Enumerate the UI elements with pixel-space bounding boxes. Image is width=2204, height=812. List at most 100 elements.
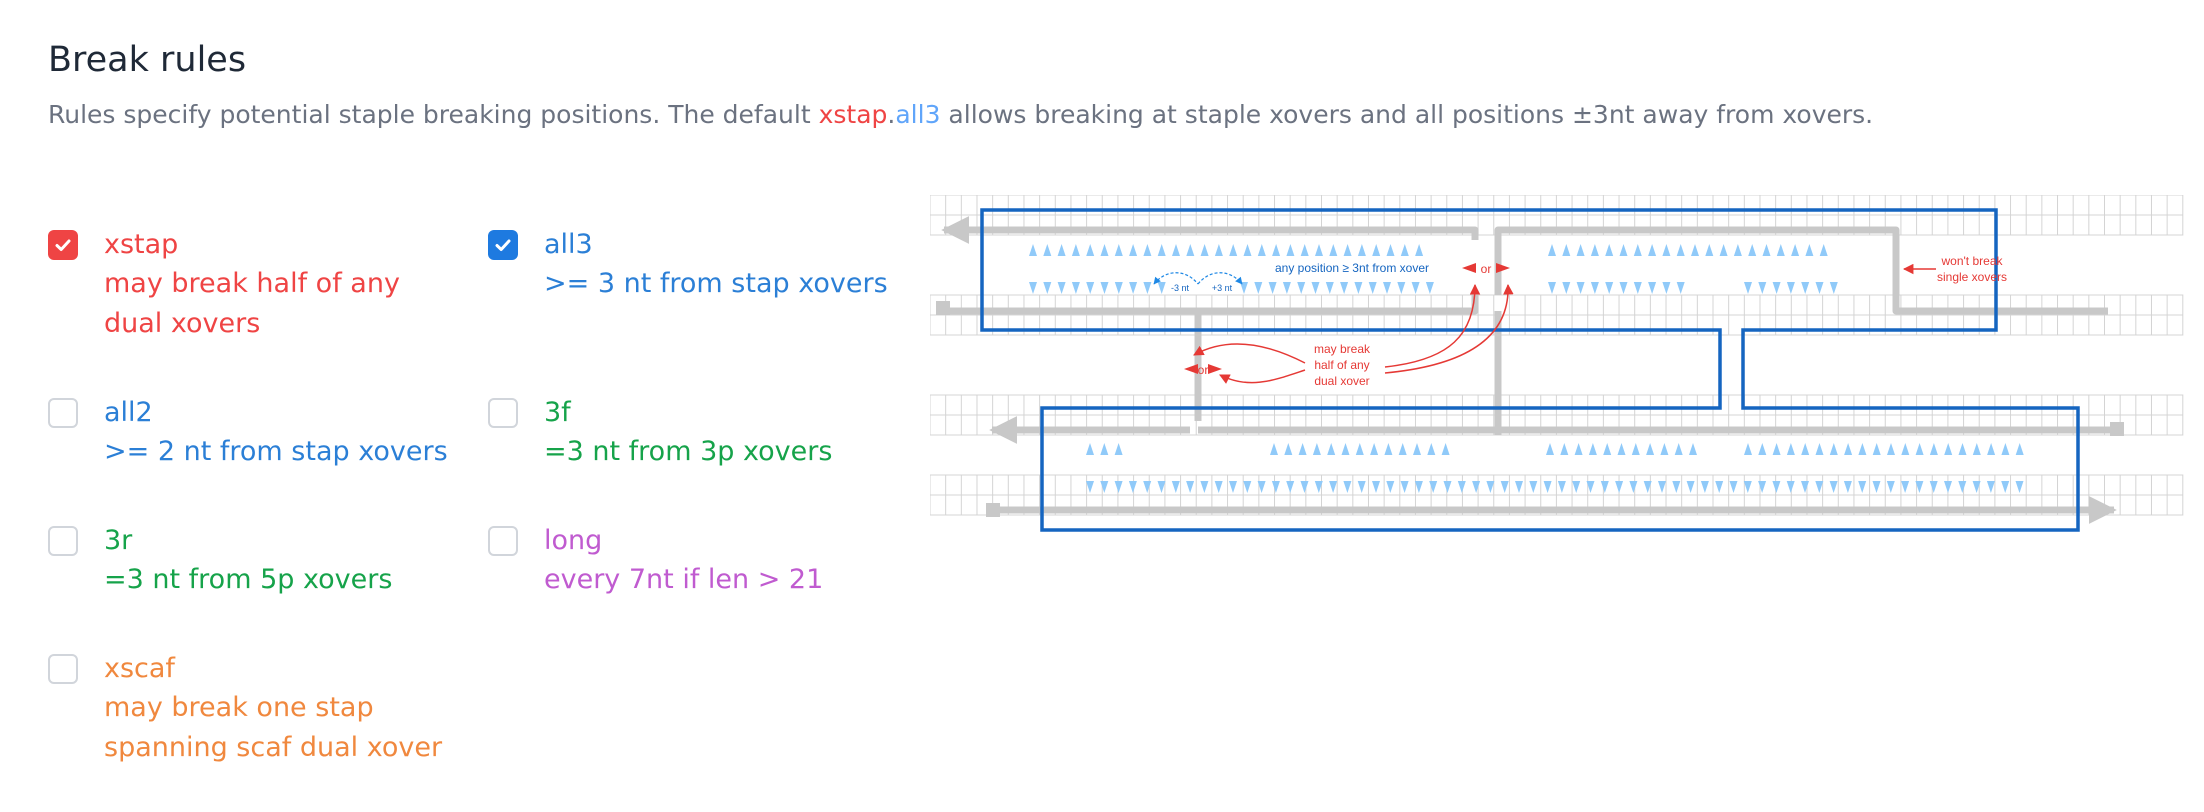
may-break-line2: half of any bbox=[1314, 358, 1369, 372]
breakable-position-marker bbox=[1157, 481, 1166, 493]
breakable-position-marker bbox=[1662, 244, 1671, 256]
break-marker-left-a bbox=[1184, 364, 1198, 374]
breakable-position-marker bbox=[1415, 244, 1424, 256]
breakable-position-marker bbox=[1254, 282, 1263, 294]
3r-checkbox[interactable] bbox=[48, 526, 78, 556]
breakable-position-marker bbox=[1958, 443, 1967, 455]
breakable-position-marker bbox=[1114, 282, 1123, 294]
breakable-position-marker bbox=[1086, 282, 1095, 294]
may-break-arrows bbox=[1193, 283, 1514, 384]
staple-end-h3 bbox=[2110, 422, 2124, 436]
breakable-position-marker bbox=[1676, 282, 1685, 294]
breakable-position-marker bbox=[1772, 481, 1781, 493]
rule-all2[interactable]: all2 >= 2 nt from stap xovers bbox=[48, 394, 448, 472]
desc-keyword-xstap: xstap bbox=[818, 100, 888, 129]
breakable-position-marker bbox=[1772, 282, 1781, 294]
breakable-position-marker bbox=[1674, 443, 1683, 455]
breakable-position-marker bbox=[1886, 481, 1895, 493]
staple-strands bbox=[941, 216, 2117, 524]
may-break-line1: may break bbox=[1314, 342, 1371, 356]
breakable-position-marker bbox=[1271, 481, 1280, 493]
rule-name-xscaf[interactable]: xscaf bbox=[104, 653, 175, 684]
breakable-position-marker bbox=[1572, 481, 1581, 493]
breakable-position-marker bbox=[1314, 481, 1323, 493]
breakable-position-marker bbox=[1429, 481, 1438, 493]
breakable-position-marker bbox=[1284, 443, 1293, 455]
rule-3f[interactable]: 3f =3 nt from 3p xovers bbox=[488, 394, 832, 472]
breakable-position-marker bbox=[1987, 443, 1996, 455]
rule-all3[interactable]: all3 >= 3 nt from stap xovers bbox=[488, 226, 888, 304]
breakable-position-marker bbox=[1397, 282, 1406, 294]
xscaf-checkbox[interactable] bbox=[48, 654, 78, 684]
breakable-position-marker bbox=[1801, 282, 1810, 294]
rule-name-all3[interactable]: all3 bbox=[544, 229, 593, 260]
break-marker-top-right bbox=[1496, 263, 1510, 273]
rule-name-xstap[interactable]: xstap bbox=[104, 229, 179, 260]
breakable-position-marker bbox=[1398, 443, 1407, 455]
breakable-position-marker bbox=[1172, 244, 1180, 256]
breakable-position-marker bbox=[1560, 443, 1569, 455]
3f-checkbox[interactable] bbox=[488, 398, 518, 428]
rule-long[interactable]: long every 7nt if len > 21 bbox=[488, 522, 823, 600]
breakable-position-marker bbox=[1700, 481, 1709, 493]
breakable-position-marker bbox=[1689, 443, 1697, 455]
any-position-label: any position ≥ 3nt from xover bbox=[1275, 261, 1429, 275]
breakable-position-marker bbox=[1357, 481, 1366, 493]
breakable-position-marker bbox=[1829, 282, 1838, 294]
wont-break-line2: single xovers bbox=[1937, 270, 2007, 284]
breakable-position-marker bbox=[1758, 282, 1767, 294]
breakable-position-marker bbox=[1384, 443, 1393, 455]
breakable-position-marker bbox=[1662, 282, 1671, 294]
all2-checkbox[interactable] bbox=[48, 398, 78, 428]
breakable-position-marker bbox=[1576, 244, 1585, 256]
arrow-to-left-a bbox=[1193, 343, 1306, 364]
breakable-position-marker bbox=[1643, 481, 1652, 493]
all3-checkbox[interactable] bbox=[488, 230, 518, 260]
breakable-position-marker bbox=[1300, 481, 1309, 493]
breakable-position-marker bbox=[1400, 481, 1409, 493]
rule-name-long[interactable]: long bbox=[544, 525, 603, 556]
left-dual-xover-markers: or bbox=[1184, 363, 1222, 377]
breakable-position-marker bbox=[1413, 443, 1421, 455]
breakable-position-marker bbox=[1157, 244, 1166, 256]
breakable-position-marker bbox=[1071, 244, 1080, 256]
breakable-position-marker bbox=[1315, 244, 1323, 256]
breakable-position-marker bbox=[1427, 443, 1436, 455]
breakable-position-marker bbox=[1312, 443, 1321, 455]
rule-xstap[interactable]: xstap may break half of any dual xovers bbox=[48, 226, 400, 344]
breakable-position-marker bbox=[1057, 244, 1066, 256]
desc-text-post: allows breaking at staple xovers and all… bbox=[940, 100, 1874, 129]
rule-name-3f[interactable]: 3f bbox=[544, 397, 571, 428]
breakable-position-marker bbox=[1171, 481, 1180, 493]
breakable-position-marker bbox=[1086, 443, 1094, 455]
rule-name-all2[interactable]: all2 bbox=[104, 397, 153, 428]
breakable-position-marker bbox=[1500, 481, 1509, 493]
breakable-position-marker bbox=[1486, 481, 1495, 493]
break-marker-top-left bbox=[1462, 263, 1476, 273]
breakable-position-marker bbox=[1629, 481, 1638, 493]
rule-name-3r[interactable]: 3r bbox=[104, 525, 133, 556]
xstap-checkbox[interactable] bbox=[48, 230, 78, 260]
rule-3r[interactable]: 3r =3 nt from 5p xovers bbox=[48, 522, 392, 600]
breakable-position-marker bbox=[1400, 244, 1409, 256]
desc-keyword-all3: all3 bbox=[895, 100, 941, 129]
breakable-position-markers bbox=[1029, 244, 2024, 493]
breakable-position-marker bbox=[1915, 443, 1924, 455]
breakable-position-marker bbox=[1268, 282, 1277, 294]
breakable-position-marker bbox=[1300, 244, 1309, 256]
breakable-position-marker bbox=[1368, 282, 1377, 294]
wont-break-line1: won't break bbox=[1941, 254, 2004, 268]
breakable-position-marker bbox=[1843, 481, 1852, 493]
breakable-position-marker bbox=[1815, 282, 1824, 294]
breakable-position-marker bbox=[1762, 244, 1771, 256]
breakable-position-marker bbox=[1557, 481, 1566, 493]
breakable-position-marker bbox=[1086, 481, 1094, 493]
breakable-position-marker bbox=[1619, 282, 1628, 294]
breakable-position-marker bbox=[1343, 244, 1352, 256]
long-checkbox[interactable] bbox=[488, 526, 518, 556]
wont-break-annotation: won't break single xovers bbox=[1937, 254, 2007, 284]
may-break-line3: dual xover bbox=[1314, 374, 1369, 388]
rule-xscaf[interactable]: xscaf may break one stap spanning scaf d… bbox=[48, 650, 442, 768]
arrow-to-top-right bbox=[1384, 283, 1514, 374]
breakable-position-marker bbox=[1901, 443, 1910, 455]
